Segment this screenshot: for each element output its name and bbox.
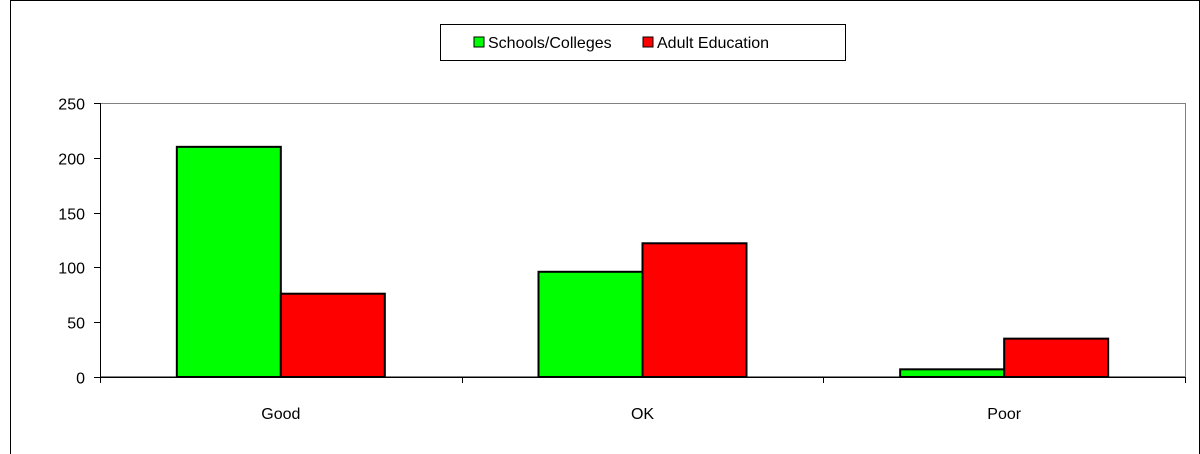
bar-poor-adult-education <box>1003 337 1110 379</box>
bars <box>175 145 1110 379</box>
y-axis: 0 50 100 150 200 250 <box>58 97 101 388</box>
y-tick-label: 0 <box>76 371 85 388</box>
bar-good-schools-colleges <box>175 145 282 378</box>
y-tick-label: 100 <box>58 261 85 278</box>
y-tick-label: 50 <box>67 316 85 333</box>
y-tick-label: 250 <box>58 97 85 114</box>
legend: Schools/Colleges Adult Education <box>440 24 846 61</box>
x-tick-label: OK <box>631 406 654 423</box>
legend-swatch <box>642 36 654 48</box>
bar-good-adult-education <box>279 292 386 379</box>
bar-ok-schools-colleges <box>537 270 644 378</box>
legend-swatch <box>473 36 485 48</box>
x-tick-label: Poor <box>987 406 1021 423</box>
bar-poor-schools-colleges <box>899 368 1006 379</box>
bar-ok-adult-education <box>641 242 748 378</box>
legend-label: Adult Education <box>657 35 769 52</box>
y-tick-label: 200 <box>58 152 85 169</box>
legend-label: Schools/Colleges <box>488 35 612 52</box>
y-tick-label: 150 <box>58 207 85 224</box>
x-axis: Good OK Poor <box>100 377 1186 423</box>
x-tick-label: Good <box>261 406 300 423</box>
